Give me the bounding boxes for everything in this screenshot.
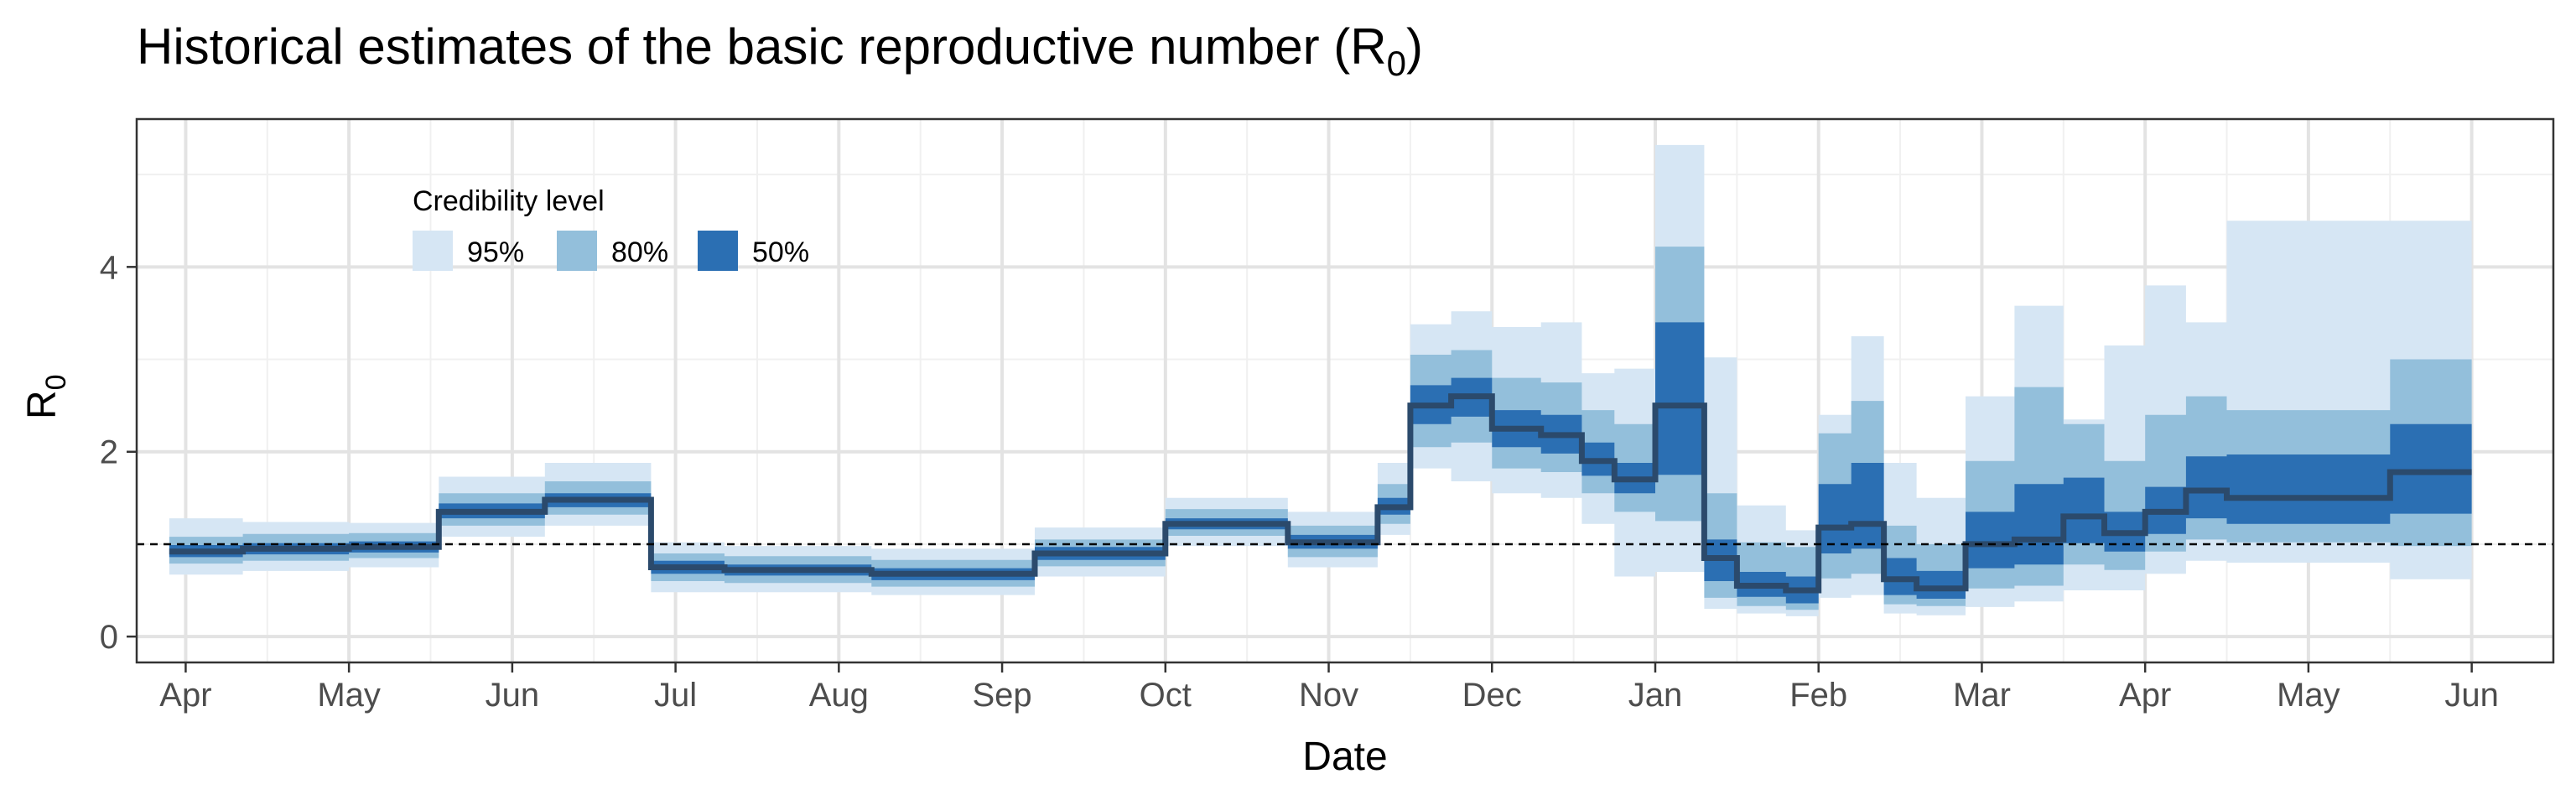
x-tick-label: Mar — [1953, 677, 2011, 714]
legend-title: Credibility level — [413, 185, 605, 217]
x-axis-title: Date — [1302, 735, 1387, 779]
y-axis-title: R0 — [20, 374, 72, 419]
title-main: Historical estimates of the basic reprod… — [137, 18, 1387, 75]
x-tick-label: Feb — [1789, 677, 1847, 714]
legend-swatch — [557, 231, 597, 271]
x-tick-label: Dec — [1462, 677, 1522, 714]
x-tick-label: Apr — [159, 677, 211, 714]
x-tick-label: Apr — [2119, 677, 2171, 714]
legend-label: 80% — [611, 236, 668, 268]
x-tick-label: May — [2277, 677, 2340, 714]
x-axis: Apr May Jun Jul Aug Sep Oct Nov Dec Jan Feb Mar Apr M… — [159, 662, 2499, 714]
title-suffix: ) — [1406, 18, 1423, 75]
x-tick-label: May — [317, 677, 381, 714]
x-tick-label: Jul — [654, 677, 697, 714]
x-tick-label: Sep — [972, 677, 1031, 714]
x-tick-label: Jan — [1628, 677, 1683, 714]
y-axis-title-subscript: 0 — [40, 374, 72, 390]
x-tick-label: Oct — [1140, 677, 1192, 714]
legend-swatch — [698, 231, 738, 271]
y-tick-label: 2 — [100, 434, 118, 471]
y-tick-label: 4 — [100, 249, 118, 286]
x-tick-label: Jun — [486, 677, 540, 714]
x-tick-label: Aug — [809, 677, 869, 714]
legend-label: 50% — [752, 236, 809, 268]
y-axis: 0 2 4 — [100, 249, 137, 656]
x-tick-label: Nov — [1299, 677, 1358, 714]
y-tick-label: 0 — [100, 619, 118, 656]
legend-label: 95% — [467, 236, 524, 268]
y-axis-title-main: R — [20, 390, 65, 419]
chart-title: Historical estimates of the basic reprod… — [137, 18, 1423, 83]
legend-swatch — [413, 231, 453, 271]
x-tick-label: Jun — [2444, 677, 2499, 714]
chart-title-text: Historical estimates of the basic reprod… — [137, 18, 1423, 83]
title-subscript: 0 — [1387, 44, 1406, 83]
